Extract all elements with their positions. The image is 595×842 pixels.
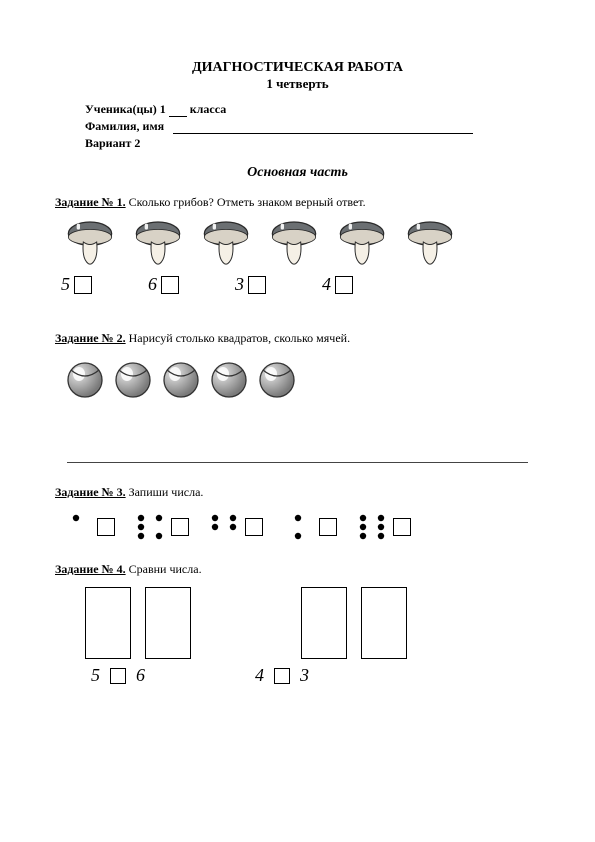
page-title: ДИАГНОСТИЧЕСКАЯ РАБОТА bbox=[55, 60, 540, 76]
number-input-box[interactable] bbox=[393, 518, 411, 536]
mushroom bbox=[201, 218, 251, 270]
answer-option: 5 bbox=[61, 274, 92, 295]
mushroom bbox=[133, 218, 183, 270]
dot-cluster-icon bbox=[357, 512, 387, 542]
answer-checkbox[interactable] bbox=[335, 276, 353, 294]
answer-option: 6 bbox=[148, 274, 179, 295]
mushroom-icon bbox=[65, 218, 115, 266]
task-1-text: Сколько грибов? Отметь знаком верный отв… bbox=[129, 195, 366, 209]
student-suffix: класса bbox=[190, 102, 226, 116]
compare-number-right: 3 bbox=[300, 665, 309, 686]
big-box[interactable] bbox=[145, 587, 191, 659]
ball bbox=[209, 360, 249, 404]
dot-cluster-icon bbox=[135, 512, 165, 542]
student-line: Ученика(цы) 1 класса bbox=[85, 102, 540, 117]
compare-pair: 56 bbox=[91, 665, 145, 686]
option-number: 6 bbox=[148, 274, 157, 295]
dot-group bbox=[135, 512, 189, 542]
number-input-box[interactable] bbox=[97, 518, 115, 536]
dot-group bbox=[209, 512, 263, 542]
balls-row bbox=[65, 360, 540, 404]
compare-number-left: 5 bbox=[91, 665, 100, 686]
mushroom-row bbox=[65, 218, 540, 270]
task-1-options: 5 6 3 4 bbox=[61, 274, 540, 295]
name-blank[interactable] bbox=[173, 133, 473, 134]
mushroom bbox=[337, 218, 387, 270]
mushroom-icon bbox=[201, 218, 251, 266]
number-input-box[interactable] bbox=[171, 518, 189, 536]
dot-group bbox=[283, 512, 337, 542]
compare-pair: 43 bbox=[255, 665, 309, 686]
compare-sign-box[interactable] bbox=[274, 668, 290, 684]
big-box[interactable] bbox=[301, 587, 347, 659]
task-3-label: Задание № 3. bbox=[55, 485, 126, 499]
option-number: 5 bbox=[61, 274, 70, 295]
ball-icon bbox=[161, 360, 201, 400]
option-number: 4 bbox=[322, 274, 331, 295]
box-pair-1 bbox=[85, 587, 191, 659]
variant-line: Вариант 2 bbox=[85, 136, 540, 151]
class-blank[interactable] bbox=[169, 116, 187, 117]
mushroom bbox=[405, 218, 455, 270]
number-input-box[interactable] bbox=[319, 518, 337, 536]
mushroom-icon bbox=[405, 218, 455, 266]
mushroom-icon bbox=[269, 218, 319, 266]
dots-row bbox=[61, 512, 540, 542]
student-prefix: Ученика(цы) 1 bbox=[85, 102, 166, 116]
dot-group bbox=[357, 512, 411, 542]
ball bbox=[161, 360, 201, 404]
answer-option: 3 bbox=[235, 274, 266, 295]
task-2: Задание № 2. Нарисуй столько квадратов, … bbox=[55, 331, 540, 346]
dot-cluster-icon bbox=[209, 512, 239, 542]
box-pair-2 bbox=[301, 587, 407, 659]
compare-sign-box[interactable] bbox=[110, 668, 126, 684]
task-3: Задание № 3. Запиши числа. bbox=[55, 485, 540, 500]
section-title: Основная часть bbox=[55, 165, 540, 181]
ball-icon bbox=[209, 360, 249, 400]
answer-option: 4 bbox=[322, 274, 353, 295]
compare-numbers-row: 5643 bbox=[91, 665, 540, 686]
ball bbox=[65, 360, 105, 404]
name-label: Фамилия, имя bbox=[85, 119, 164, 133]
task-4-text: Сравни числа. bbox=[129, 562, 202, 576]
task-2-text: Нарисуй столько квадратов, сколько мячей… bbox=[129, 331, 350, 345]
ball bbox=[257, 360, 297, 404]
ball-icon bbox=[257, 360, 297, 400]
dot-cluster-icon bbox=[61, 512, 91, 542]
draw-line[interactable] bbox=[67, 462, 528, 463]
task-1: Задание № 1. Сколько грибов? Отметь знак… bbox=[55, 195, 540, 210]
number-input-box[interactable] bbox=[245, 518, 263, 536]
compare-number-right: 6 bbox=[136, 665, 145, 686]
name-line: Фамилия, имя bbox=[85, 119, 540, 134]
option-number: 3 bbox=[235, 274, 244, 295]
mushroom bbox=[65, 218, 115, 270]
big-box[interactable] bbox=[85, 587, 131, 659]
compare-number-left: 4 bbox=[255, 665, 264, 686]
answer-checkbox[interactable] bbox=[74, 276, 92, 294]
task-4: Задание № 4. Сравни числа. bbox=[55, 562, 540, 577]
task-2-label: Задание № 2. bbox=[55, 331, 126, 345]
task-3-text: Запиши числа. bbox=[129, 485, 204, 499]
mushroom-icon bbox=[133, 218, 183, 266]
ball bbox=[113, 360, 153, 404]
task-4-label: Задание № 4. bbox=[55, 562, 126, 576]
answer-checkbox[interactable] bbox=[161, 276, 179, 294]
ball-icon bbox=[113, 360, 153, 400]
dot-cluster-icon bbox=[283, 512, 313, 542]
compare-boxes-row bbox=[85, 587, 540, 659]
page-subtitle: 1 четверть bbox=[55, 76, 540, 92]
mushroom-icon bbox=[337, 218, 387, 266]
dot-group bbox=[61, 512, 115, 542]
big-box[interactable] bbox=[361, 587, 407, 659]
ball-icon bbox=[65, 360, 105, 400]
task-1-label: Задание № 1. bbox=[55, 195, 126, 209]
answer-checkbox[interactable] bbox=[248, 276, 266, 294]
mushroom bbox=[269, 218, 319, 270]
